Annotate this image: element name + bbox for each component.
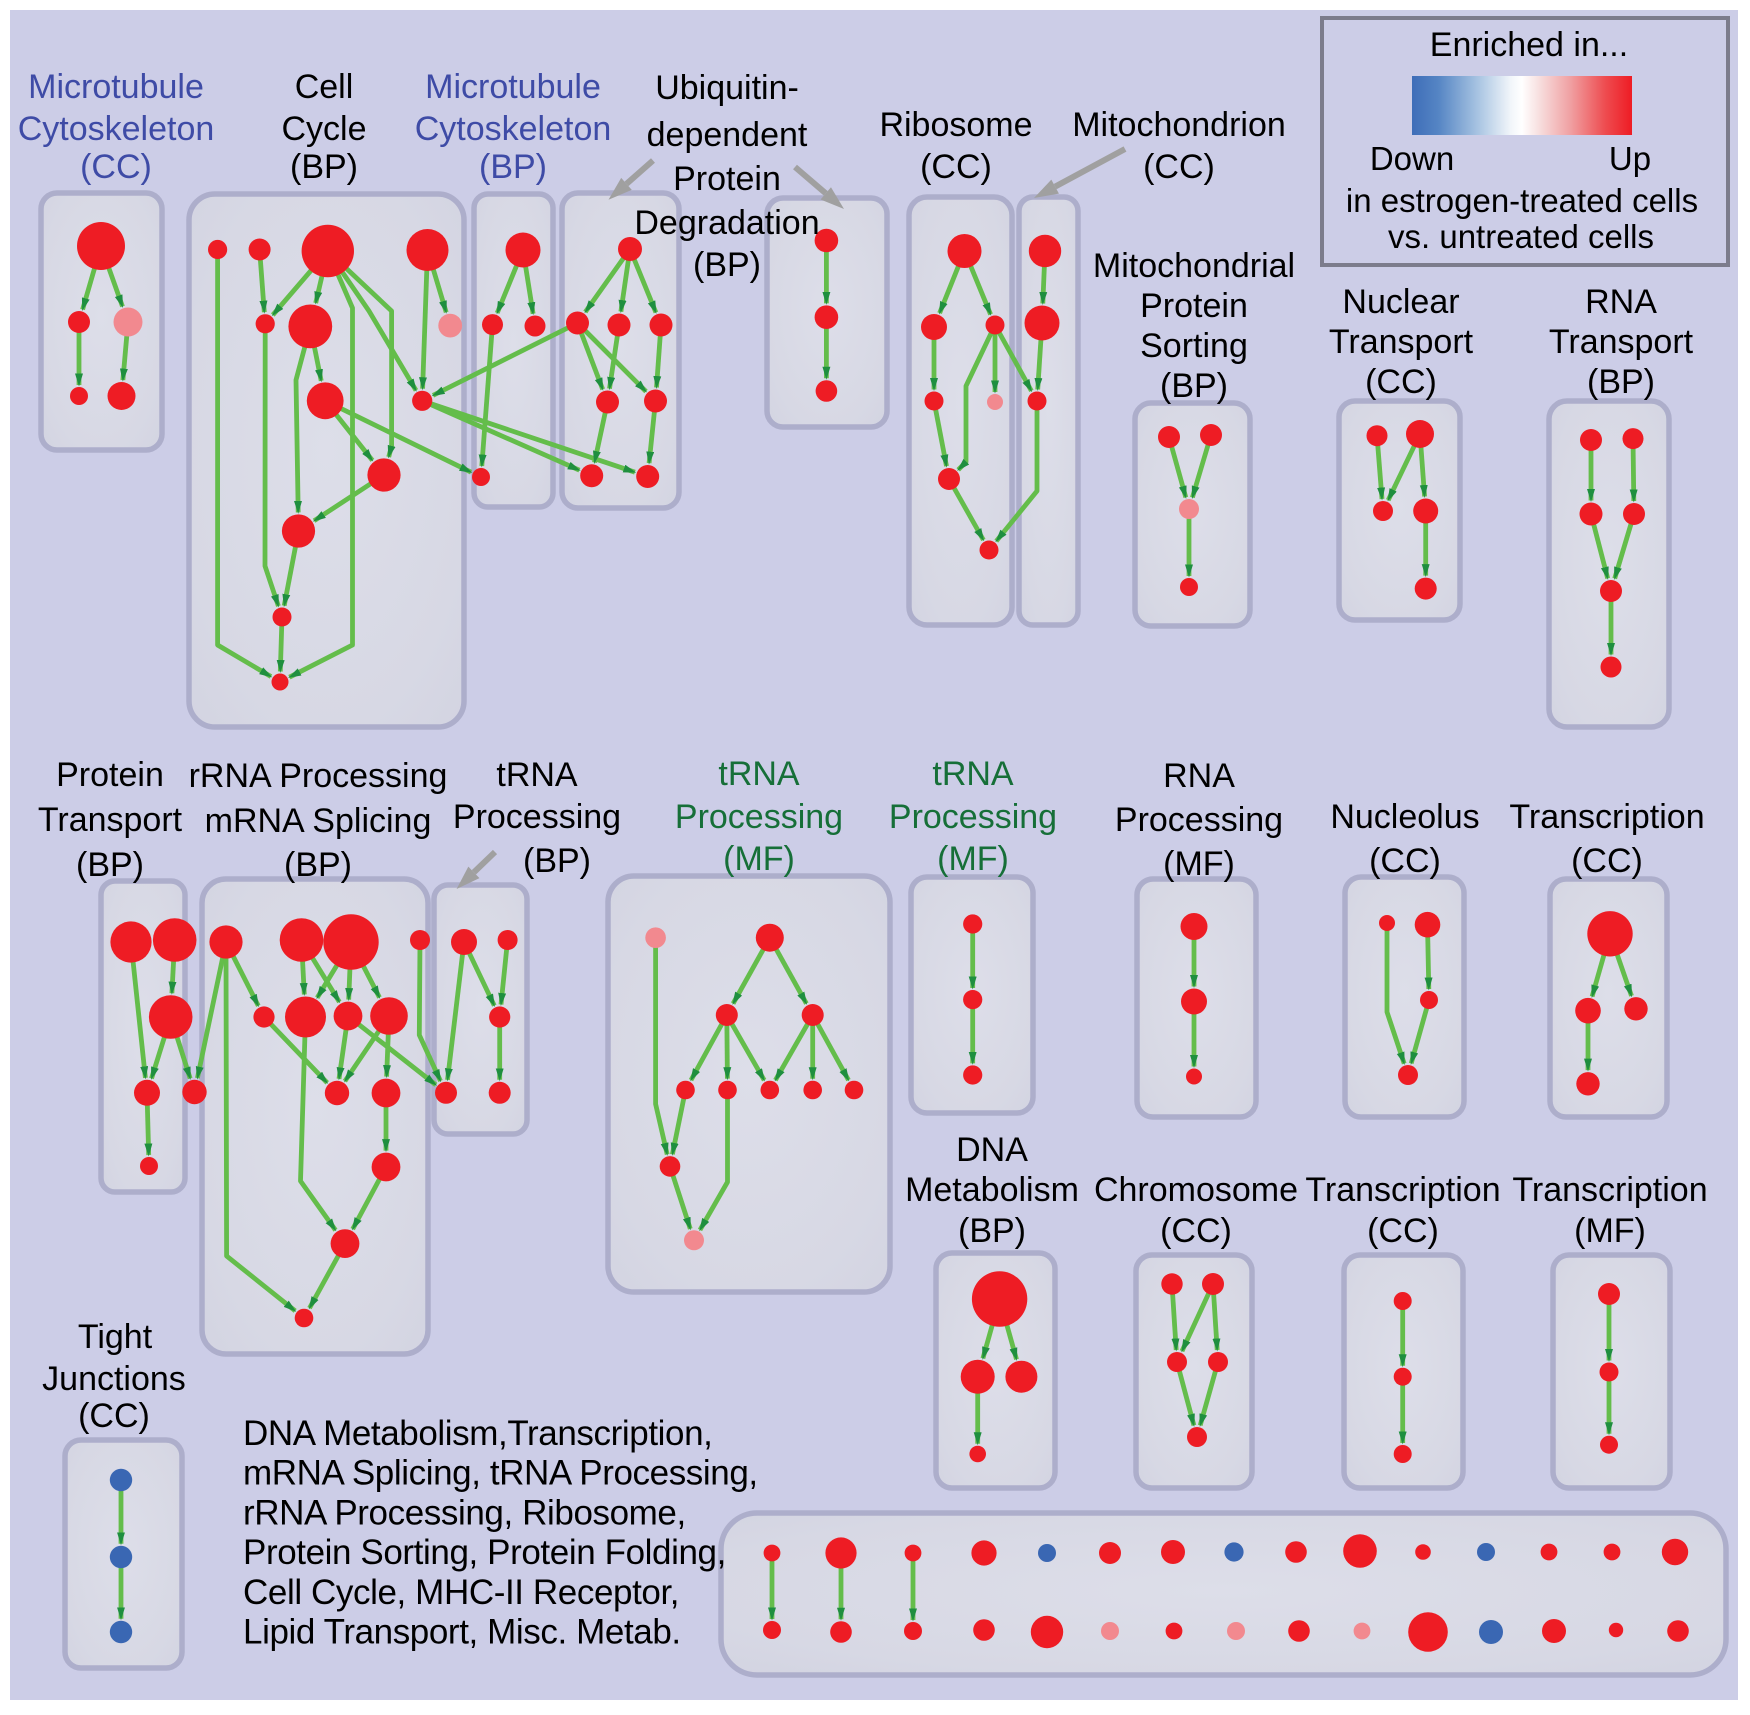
svg-text:mRNA Splicing, tRNA Processing: mRNA Splicing, tRNA Processing, [243, 1454, 758, 1493]
svg-text:(MF): (MF) [1574, 1212, 1646, 1250]
svg-text:Enriched in...: Enriched in... [1430, 26, 1628, 64]
svg-text:(BP): (BP) [284, 846, 352, 884]
svg-text:Tight: Tight [78, 1318, 153, 1356]
svg-text:(CC): (CC) [920, 148, 992, 186]
svg-text:Processing: Processing [675, 798, 843, 836]
svg-text:Protein: Protein [1140, 287, 1248, 325]
svg-text:Transport: Transport [38, 801, 183, 839]
svg-text:tRNA: tRNA [932, 755, 1014, 793]
svg-text:Chromosome: Chromosome [1094, 1171, 1298, 1209]
svg-text:(BP): (BP) [479, 148, 547, 186]
svg-text:Ubiquitin-: Ubiquitin- [655, 69, 799, 107]
svg-text:Transport: Transport [1549, 323, 1694, 361]
svg-text:Cytoskeleton: Cytoskeleton [415, 110, 612, 148]
svg-text:(BP): (BP) [1160, 367, 1228, 405]
svg-text:(BP): (BP) [958, 1212, 1026, 1250]
svg-text:(MF): (MF) [1163, 845, 1235, 883]
svg-text:(BP): (BP) [693, 246, 761, 284]
svg-text:in estrogen-treated cells: in estrogen-treated cells [1346, 182, 1698, 219]
svg-text:Protein: Protein [56, 756, 164, 794]
svg-text:(CC): (CC) [1160, 1212, 1232, 1250]
svg-text:vs. untreated cells: vs. untreated cells [1388, 218, 1654, 255]
svg-text:Processing: Processing [889, 798, 1057, 836]
svg-text:Transcription: Transcription [1512, 1171, 1707, 1209]
svg-text:rRNA Processing, Ribosome,: rRNA Processing, Ribosome, [243, 1493, 686, 1532]
svg-text:(CC): (CC) [1367, 1212, 1439, 1250]
svg-text:Junctions: Junctions [42, 1360, 186, 1398]
svg-text:mRNA Splicing: mRNA Splicing [205, 802, 432, 840]
svg-text:DNA: DNA [956, 1131, 1028, 1169]
svg-text:Processing: Processing [1115, 801, 1283, 839]
svg-text:(BP): (BP) [290, 148, 358, 186]
svg-text:(MF): (MF) [937, 840, 1009, 878]
svg-text:(CC): (CC) [80, 148, 152, 186]
svg-text:Down: Down [1370, 140, 1454, 177]
svg-text:Lipid Transport, Misc. Metab.: Lipid Transport, Misc. Metab. [243, 1613, 681, 1652]
svg-text:tRNA: tRNA [718, 755, 800, 793]
svg-text:Transport: Transport [1329, 323, 1474, 361]
svg-text:Processing: Processing [453, 798, 621, 836]
svg-text:Cell: Cell [295, 68, 354, 106]
svg-text:DNA Metabolism,Transcription,: DNA Metabolism,Transcription, [243, 1414, 712, 1453]
svg-text:Nucleolus: Nucleolus [1330, 798, 1479, 836]
svg-text:(MF): (MF) [723, 840, 795, 878]
svg-text:Microtubule: Microtubule [28, 68, 204, 106]
svg-text:(BP): (BP) [76, 846, 144, 884]
svg-text:Up: Up [1609, 140, 1651, 177]
svg-text:Cytoskeleton: Cytoskeleton [18, 110, 215, 148]
svg-text:dependent: dependent [647, 116, 808, 154]
svg-text:(CC): (CC) [1571, 842, 1643, 880]
svg-text:Mitochondrion: Mitochondrion [1072, 106, 1286, 144]
svg-text:rRNA Processing: rRNA Processing [189, 757, 448, 795]
svg-text:(BP): (BP) [523, 842, 591, 880]
svg-text:(CC): (CC) [1143, 148, 1215, 186]
svg-text:Cycle: Cycle [281, 110, 366, 148]
svg-text:Protein: Protein [673, 160, 781, 198]
svg-text:Cell Cycle, MHC-II Receptor,: Cell Cycle, MHC-II Receptor, [243, 1573, 679, 1612]
svg-text:Microtubule: Microtubule [425, 68, 601, 106]
svg-text:Transcription: Transcription [1509, 798, 1704, 836]
svg-text:(CC): (CC) [1365, 363, 1437, 401]
svg-text:tRNA: tRNA [496, 756, 578, 794]
svg-text:Transcription: Transcription [1305, 1171, 1500, 1209]
svg-text:RNA: RNA [1585, 283, 1657, 321]
svg-text:Protein Sorting, Protein Foldi: Protein Sorting, Protein Folding, [243, 1533, 726, 1572]
svg-text:Nuclear: Nuclear [1342, 283, 1459, 321]
svg-text:Degradation: Degradation [634, 204, 819, 242]
svg-text:RNA: RNA [1163, 757, 1235, 795]
svg-text:Metabolism: Metabolism [905, 1171, 1079, 1209]
svg-text:Sorting: Sorting [1140, 327, 1248, 365]
svg-text:(CC): (CC) [78, 1397, 150, 1435]
svg-text:(CC): (CC) [1369, 842, 1441, 880]
svg-text:Mitochondrial: Mitochondrial [1093, 247, 1295, 285]
svg-text:Ribosome: Ribosome [879, 106, 1032, 144]
svg-text:(BP): (BP) [1587, 363, 1655, 401]
